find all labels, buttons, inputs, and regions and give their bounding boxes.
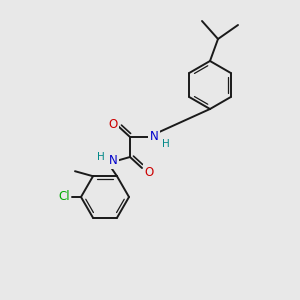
Text: N: N xyxy=(150,130,158,143)
Text: H: H xyxy=(97,152,105,162)
Text: N: N xyxy=(109,154,117,167)
Text: H: H xyxy=(162,139,170,149)
Text: O: O xyxy=(144,166,154,178)
Text: O: O xyxy=(108,118,118,130)
Text: Cl: Cl xyxy=(58,190,70,203)
